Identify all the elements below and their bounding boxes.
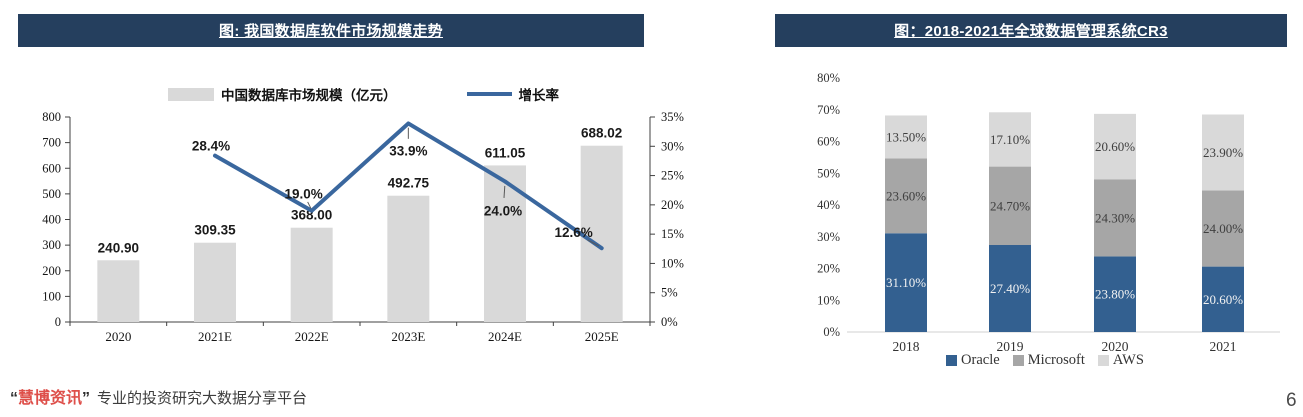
svg-text:35%: 35% — [661, 110, 684, 124]
left-axes — [65, 116, 655, 326]
right-segment-labels: 31.10% 23.60% 13.50% 27.40% 24.70% 17.10% 23.8… — [886, 129, 1243, 306]
legend-item-market-size: 中国数据库市场规模（亿元） — [168, 84, 397, 104]
legend-item-oracle: Oracle — [946, 352, 1000, 369]
legend-item-microsoft: Microsoft — [1012, 352, 1085, 369]
svg-text:24.0%: 24.0% — [484, 203, 522, 218]
right-chart-title-bar: 图：2018-2021年全球数据管理系统CR3 — [775, 14, 1287, 47]
svg-text:400: 400 — [42, 213, 61, 227]
svg-text:100: 100 — [42, 289, 61, 303]
bar-series-legend-label: 中国数据库市场规模（亿元） — [221, 88, 397, 103]
right-chart-plot: 0% 10% 20% 30% 40% 50% 60% 70% 80% 2018 2019 2020 20… — [817, 71, 1280, 354]
svg-text:60%: 60% — [817, 135, 840, 149]
line-series-legend-label: 增长率 — [518, 88, 560, 103]
oracle-legend-label: Oracle — [961, 352, 1000, 368]
svg-text:2021: 2021 — [1210, 339, 1237, 354]
growth-rate-labels: 28.4% 19.0% 33.9% 24.0% 12.6% — [192, 127, 600, 247]
svg-text:688.02: 688.02 — [581, 126, 622, 141]
page-number: 6 — [1286, 390, 1297, 411]
svg-text:2024E: 2024E — [488, 329, 522, 344]
svg-text:30%: 30% — [661, 139, 684, 153]
svg-text:0%: 0% — [661, 315, 678, 329]
svg-text:500: 500 — [42, 187, 61, 201]
svg-text:27.40%: 27.40% — [990, 281, 1030, 296]
line-series-swatch-icon — [466, 92, 512, 96]
right-chart-title: 图：2018-2021年全球数据管理系统CR3 — [894, 23, 1168, 40]
svg-text:10%: 10% — [661, 256, 684, 270]
svg-text:200: 200 — [42, 264, 61, 278]
svg-text:5%: 5% — [661, 286, 678, 300]
svg-text:700: 700 — [42, 136, 61, 150]
svg-text:20.60%: 20.60% — [1095, 139, 1135, 154]
svg-text:25%: 25% — [661, 169, 684, 183]
growth-rate-line — [213, 121, 604, 251]
svg-text:20.60%: 20.60% — [1203, 292, 1243, 307]
svg-text:20%: 20% — [661, 198, 684, 212]
microsoft-swatch-icon — [1012, 355, 1024, 366]
svg-text:10%: 10% — [817, 293, 840, 307]
right-axis-labels: 0% 10% 20% 30% 40% 50% 60% 70% 80% 2018 2019 2020 20… — [817, 71, 1236, 354]
svg-text:309.35: 309.35 — [194, 223, 236, 238]
footer-tagline: 专业的投资研究大数据分享平台 — [97, 390, 308, 407]
svg-text:2020: 2020 — [105, 329, 131, 344]
svg-text:2023E: 2023E — [391, 329, 425, 344]
svg-text:13.50%: 13.50% — [886, 129, 926, 144]
svg-text:2018: 2018 — [893, 339, 920, 354]
svg-text:24.00%: 24.00% — [1203, 221, 1243, 236]
aws-legend-label: AWS — [1112, 352, 1144, 368]
oracle-swatch-icon — [946, 355, 958, 366]
svg-text:70%: 70% — [817, 103, 840, 117]
svg-text:24.30%: 24.30% — [1095, 210, 1135, 225]
legend-item-growth-rate: 增长率 — [466, 84, 560, 104]
left-axis-labels: 0 100 200 300 400 500 600 700 800 0% 5% 10% 15% 20% 25… — [42, 110, 684, 344]
svg-text:19.0%: 19.0% — [285, 187, 323, 202]
footer-brand: 慧博资讯 — [18, 390, 83, 407]
right-stacked-bars — [885, 112, 1244, 332]
svg-text:240.90: 240.90 — [98, 240, 139, 255]
left-chart-title-bar: 图: 我国数据库软件市场规模走势 — [18, 14, 644, 47]
svg-text:17.10%: 17.10% — [990, 132, 1030, 147]
svg-text:0%: 0% — [823, 325, 840, 339]
svg-text:2020: 2020 — [1102, 339, 1129, 354]
svg-text:12.6%: 12.6% — [555, 225, 593, 240]
svg-text:800: 800 — [42, 110, 61, 124]
svg-text:33.9%: 33.9% — [389, 143, 427, 158]
svg-text:611.05: 611.05 — [485, 145, 526, 160]
footer-brand-line: “慧博资讯” 专业的投资研究大数据分享平台 — [10, 384, 307, 408]
svg-text:2021E: 2021E — [198, 329, 232, 344]
footer-open-quote: “ — [10, 390, 18, 407]
svg-text:24.70%: 24.70% — [990, 198, 1030, 213]
svg-text:15%: 15% — [661, 227, 684, 241]
left-chart-plot: 0 100 200 300 400 500 600 700 800 0% 5% 10% 15% 20% 25… — [42, 110, 684, 344]
svg-text:300: 300 — [42, 238, 61, 252]
svg-text:28.4%: 28.4% — [192, 139, 230, 154]
svg-text:20%: 20% — [817, 262, 840, 276]
svg-text:600: 600 — [42, 161, 61, 175]
svg-text:23.90%: 23.90% — [1203, 145, 1243, 160]
right-chart-legend: Oracle Microsoft AWS — [790, 352, 1300, 369]
svg-text:31.10%: 31.10% — [886, 275, 926, 290]
svg-text:50%: 50% — [817, 166, 840, 180]
left-chart-legend: 中国数据库市场规模（亿元） 增长率 — [168, 84, 559, 104]
footer-close-quote: ” — [82, 390, 91, 407]
svg-text:492.75: 492.75 — [388, 176, 430, 191]
svg-text:368.00: 368.00 — [291, 208, 332, 223]
svg-text:23.80%: 23.80% — [1095, 287, 1135, 302]
svg-text:80%: 80% — [817, 71, 840, 85]
left-bar-value-labels: 240.90 309.35 368.00 492.75 611.05 688.02 — [98, 126, 623, 256]
legend-item-aws: AWS — [1097, 352, 1144, 369]
svg-text:2025E: 2025E — [585, 329, 619, 344]
svg-text:2022E: 2022E — [295, 329, 329, 344]
microsoft-legend-label: Microsoft — [1027, 352, 1085, 368]
left-bars — [97, 145, 623, 322]
svg-text:23.60%: 23.60% — [886, 188, 926, 203]
aws-swatch-icon — [1097, 355, 1109, 366]
svg-text:30%: 30% — [817, 230, 840, 244]
svg-text:0: 0 — [55, 315, 61, 329]
svg-text:40%: 40% — [817, 198, 840, 212]
svg-text:2019: 2019 — [997, 339, 1024, 354]
bar-series-swatch-icon — [168, 87, 214, 101]
left-chart-title: 图: 我国数据库软件市场规模走势 — [219, 23, 443, 40]
